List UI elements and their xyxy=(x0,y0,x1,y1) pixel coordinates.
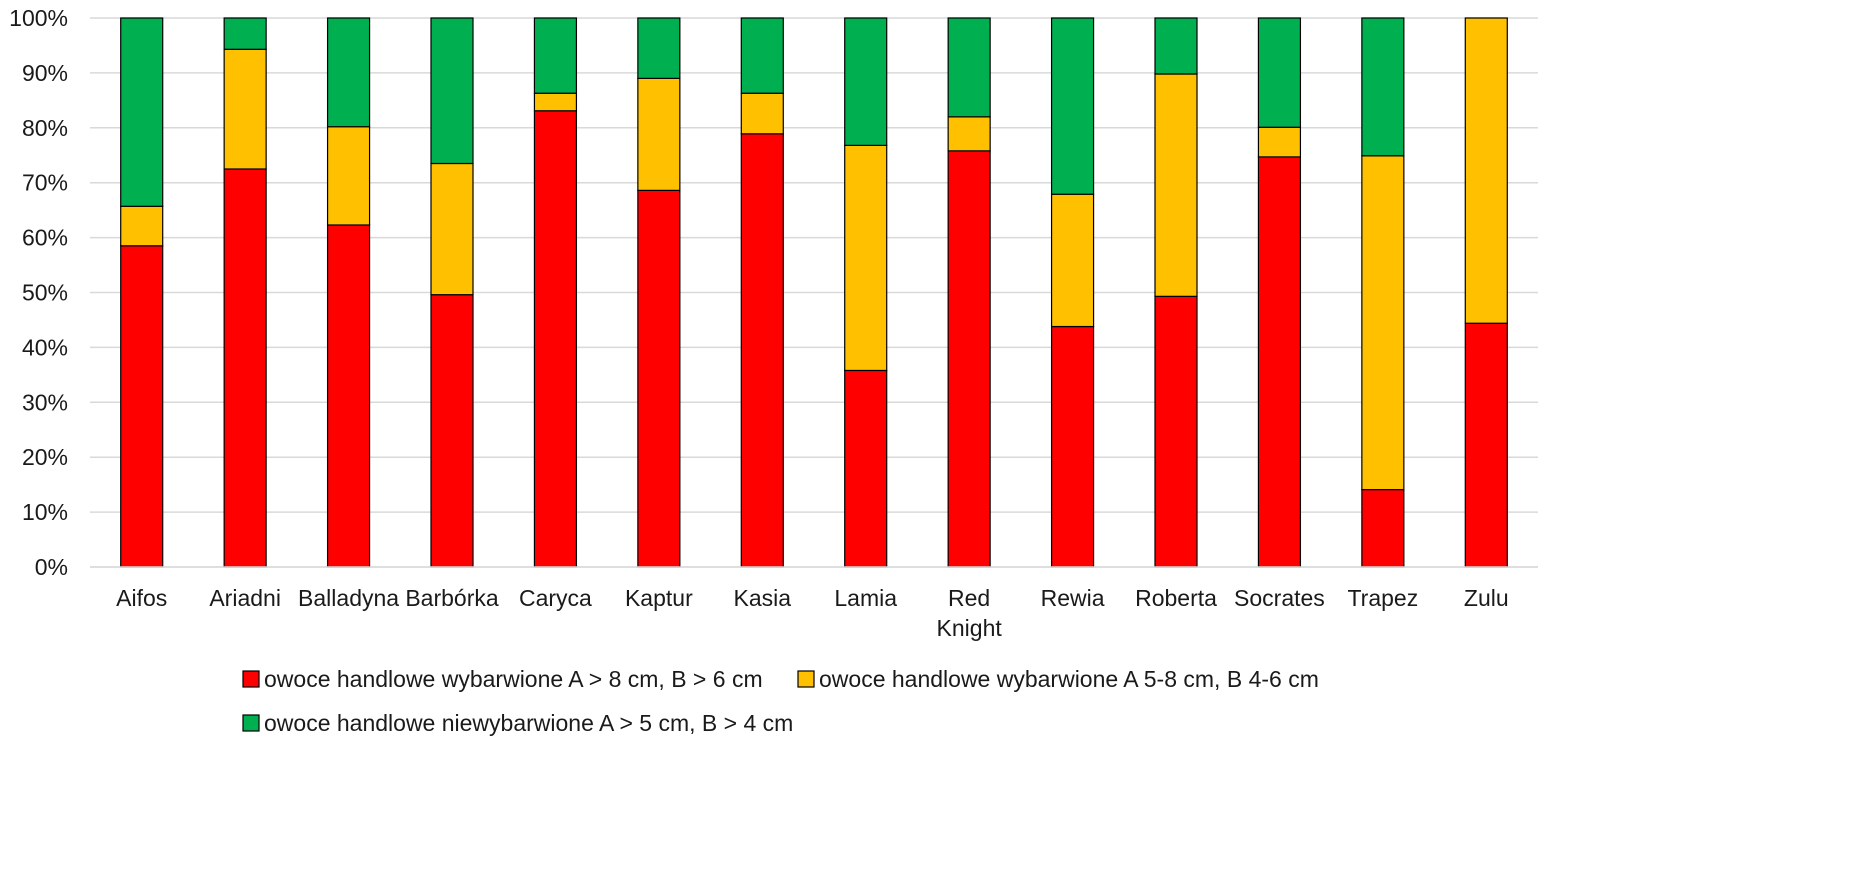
bar-segment xyxy=(1050,17,1095,195)
x-category-label: Kasia xyxy=(734,585,792,611)
bar-segment xyxy=(844,17,888,146)
bar-segment xyxy=(740,17,784,94)
bar-segment xyxy=(1050,193,1095,328)
y-tick-label: 70% xyxy=(22,170,68,196)
bars xyxy=(120,17,1508,568)
x-category-label: Balladyna xyxy=(298,585,399,611)
y-tick-label: 50% xyxy=(22,280,68,306)
gridlines xyxy=(90,17,1538,568)
legend-label: owoce handlowe niewybarwione A > 5 cm, B… xyxy=(264,710,793,736)
bar-segment xyxy=(1361,155,1405,491)
bar-segment xyxy=(120,17,164,207)
legend-swatch xyxy=(242,670,260,688)
bar-segment xyxy=(740,133,784,568)
legend-label: owoce handlowe wybarwione A > 8 cm, B > … xyxy=(264,666,763,692)
x-category-label: Socrates xyxy=(1234,585,1325,611)
x-category-label: Barbórka xyxy=(405,585,499,611)
bar-segment xyxy=(326,224,371,568)
y-tick-label: 100% xyxy=(9,5,68,31)
legend-label: owoce handlowe wybarwione A 5-8 cm, B 4-… xyxy=(819,666,1319,692)
bar-segment xyxy=(1154,73,1198,297)
y-tick-label: 40% xyxy=(22,334,68,360)
y-tick-label: 10% xyxy=(22,499,68,525)
bar-segment xyxy=(533,17,578,94)
bar-segment xyxy=(120,245,164,568)
x-category-label: Rewia xyxy=(1041,585,1105,611)
bar-segment xyxy=(430,162,474,296)
x-category-label: Aifos xyxy=(116,585,167,611)
bar-segment xyxy=(637,189,681,568)
y-tick-label: 60% xyxy=(22,225,68,251)
bar-segment xyxy=(1361,17,1405,157)
bar-segment xyxy=(1257,156,1302,568)
bar-segment xyxy=(947,116,991,152)
y-tick-label: 20% xyxy=(22,444,68,470)
bar-segment xyxy=(844,144,888,372)
y-tick-label: 80% xyxy=(22,115,68,141)
x-category-label: Kaptur xyxy=(625,585,693,611)
x-category-label: Red Knight xyxy=(937,585,1003,641)
bar-segment xyxy=(326,17,371,128)
bar-segment xyxy=(947,17,991,118)
bar-segment xyxy=(1464,17,1508,324)
x-category-label: Zulu xyxy=(1464,585,1509,611)
bar-segment xyxy=(120,205,164,247)
bar-segment xyxy=(430,17,474,165)
legend: owoce handlowe wybarwione A > 8 cm, B > … xyxy=(242,666,1319,736)
bar-segment xyxy=(223,48,267,170)
bar-segment xyxy=(1257,17,1302,128)
bar-segment xyxy=(1154,295,1198,568)
y-tick-label: 30% xyxy=(22,389,68,415)
bar-segment xyxy=(844,369,888,568)
bar-segment xyxy=(326,126,371,226)
x-category-label: Caryca xyxy=(519,585,592,611)
bar-segment xyxy=(637,77,681,191)
bar-segment xyxy=(223,168,267,568)
bar-segment xyxy=(1154,17,1198,75)
legend-swatch xyxy=(242,714,260,732)
bar-segment xyxy=(1050,325,1095,568)
x-category-label: Roberta xyxy=(1135,585,1217,611)
bar-segment xyxy=(533,110,578,568)
legend-swatch xyxy=(797,670,815,688)
bar-segment xyxy=(430,294,474,568)
bar-segment xyxy=(1464,322,1508,568)
bar-segment xyxy=(533,92,578,112)
bar-segment xyxy=(947,150,991,568)
bar-segment xyxy=(637,17,681,79)
bar-segment xyxy=(223,17,267,50)
x-category-label: Trapez xyxy=(1347,585,1418,611)
axes: 0% 10% 20% 30% 40% 50% 60% 70% 80% 90% 100% Aifos Ar… xyxy=(9,5,1538,641)
x-category-label: Lamia xyxy=(834,585,897,611)
y-tick-label: 0% xyxy=(35,554,68,580)
x-category-label: Ariadni xyxy=(209,585,281,611)
bar-segment xyxy=(1361,488,1405,568)
bar-segment xyxy=(740,92,784,135)
y-tick-label: 90% xyxy=(22,60,68,86)
bar-segment xyxy=(1257,126,1302,158)
